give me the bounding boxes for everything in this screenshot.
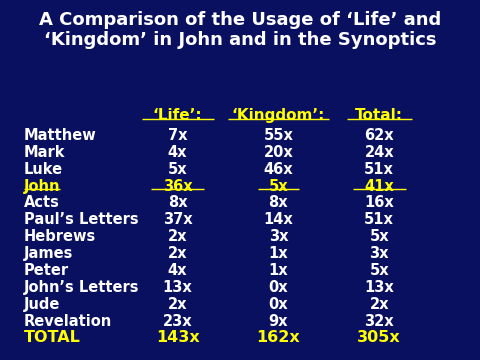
Text: 46x: 46x [264,162,293,177]
Text: Hebrews: Hebrews [24,229,96,244]
Text: ‘Life’:: ‘Life’: [153,108,203,123]
Text: Mark: Mark [24,145,65,160]
Text: Peter: Peter [24,263,69,278]
Text: 13x: 13x [163,280,192,295]
Text: 55x: 55x [264,128,293,143]
Text: 4x: 4x [168,263,187,278]
Text: 41x: 41x [364,179,394,194]
Text: 0x: 0x [269,280,288,295]
Text: 51x: 51x [364,212,394,228]
Text: 13x: 13x [364,280,394,295]
Text: 62x: 62x [364,128,394,143]
Text: 23x: 23x [163,314,192,329]
Text: 37x: 37x [163,212,192,228]
Text: 9x: 9x [269,314,288,329]
Text: Acts: Acts [24,195,60,211]
Text: 0x: 0x [269,297,288,312]
Text: 305x: 305x [357,330,401,345]
Text: ‘Kingdom’:: ‘Kingdom’: [232,108,325,123]
Text: Jude: Jude [24,297,60,312]
Text: 4x: 4x [168,145,187,160]
Text: Luke: Luke [24,162,63,177]
Text: Paul’s Letters: Paul’s Letters [24,212,139,228]
Text: 7x: 7x [168,128,187,143]
Text: 1x: 1x [269,246,288,261]
Text: 5x: 5x [269,179,288,194]
Text: 5x: 5x [370,229,389,244]
Text: ‘Kingdom’ in John and in the Synoptics: ‘Kingdom’ in John and in the Synoptics [44,31,436,49]
Text: 2x: 2x [168,297,187,312]
Text: 14x: 14x [264,212,293,228]
Text: 3x: 3x [269,229,288,244]
Text: 1x: 1x [269,263,288,278]
Text: John’s Letters: John’s Letters [24,280,140,295]
Text: James: James [24,246,73,261]
Text: 36x: 36x [163,179,192,194]
Text: 51x: 51x [364,162,394,177]
Text: Total:: Total: [355,108,403,123]
Text: 2x: 2x [370,297,389,312]
Text: 5x: 5x [370,263,389,278]
Text: 20x: 20x [264,145,293,160]
Text: Revelation: Revelation [24,314,112,329]
Text: TOTAL: TOTAL [24,330,81,345]
Text: A Comparison of the Usage of ‘Life’ and: A Comparison of the Usage of ‘Life’ and [39,11,441,29]
Text: 162x: 162x [256,330,300,345]
Text: 5x: 5x [168,162,187,177]
Text: 2x: 2x [168,246,187,261]
Text: 8x: 8x [269,195,288,211]
Text: 2x: 2x [168,229,187,244]
Text: 143x: 143x [156,330,200,345]
Text: 32x: 32x [364,314,394,329]
Text: 8x: 8x [168,195,187,211]
Text: John: John [24,179,60,194]
Text: 3x: 3x [370,246,389,261]
Text: Matthew: Matthew [24,128,97,143]
Text: 24x: 24x [364,145,394,160]
Text: 16x: 16x [364,195,394,211]
